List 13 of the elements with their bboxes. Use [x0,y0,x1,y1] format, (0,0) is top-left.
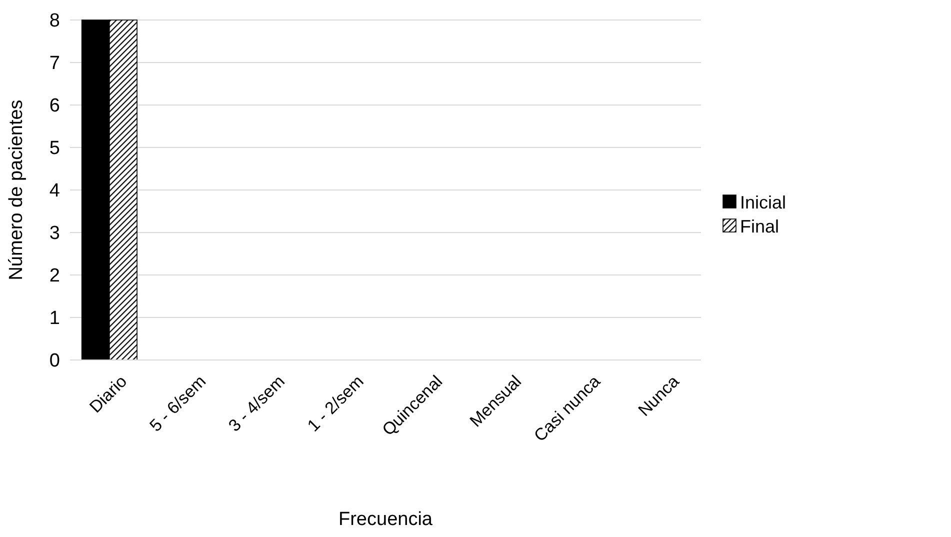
y-tick-label: 0 [49,350,60,372]
legend-label: Inicial [740,192,786,212]
y-tick-label: 6 [49,96,60,117]
y-tick-label: 1 [49,308,60,330]
y-tick-label: 4 [49,180,60,202]
y-tick-label: 7 [49,53,60,74]
y-axis-title: Número de pacientes [6,100,27,280]
y-tick-label: 5 [49,138,60,160]
y-tick-label: 3 [49,223,60,244]
x-axis-title: Frecuencia [338,509,433,530]
y-tick-label: 8 [49,10,60,32]
legend-label: Final [740,216,780,236]
y-tick-label: 2 [49,266,60,287]
